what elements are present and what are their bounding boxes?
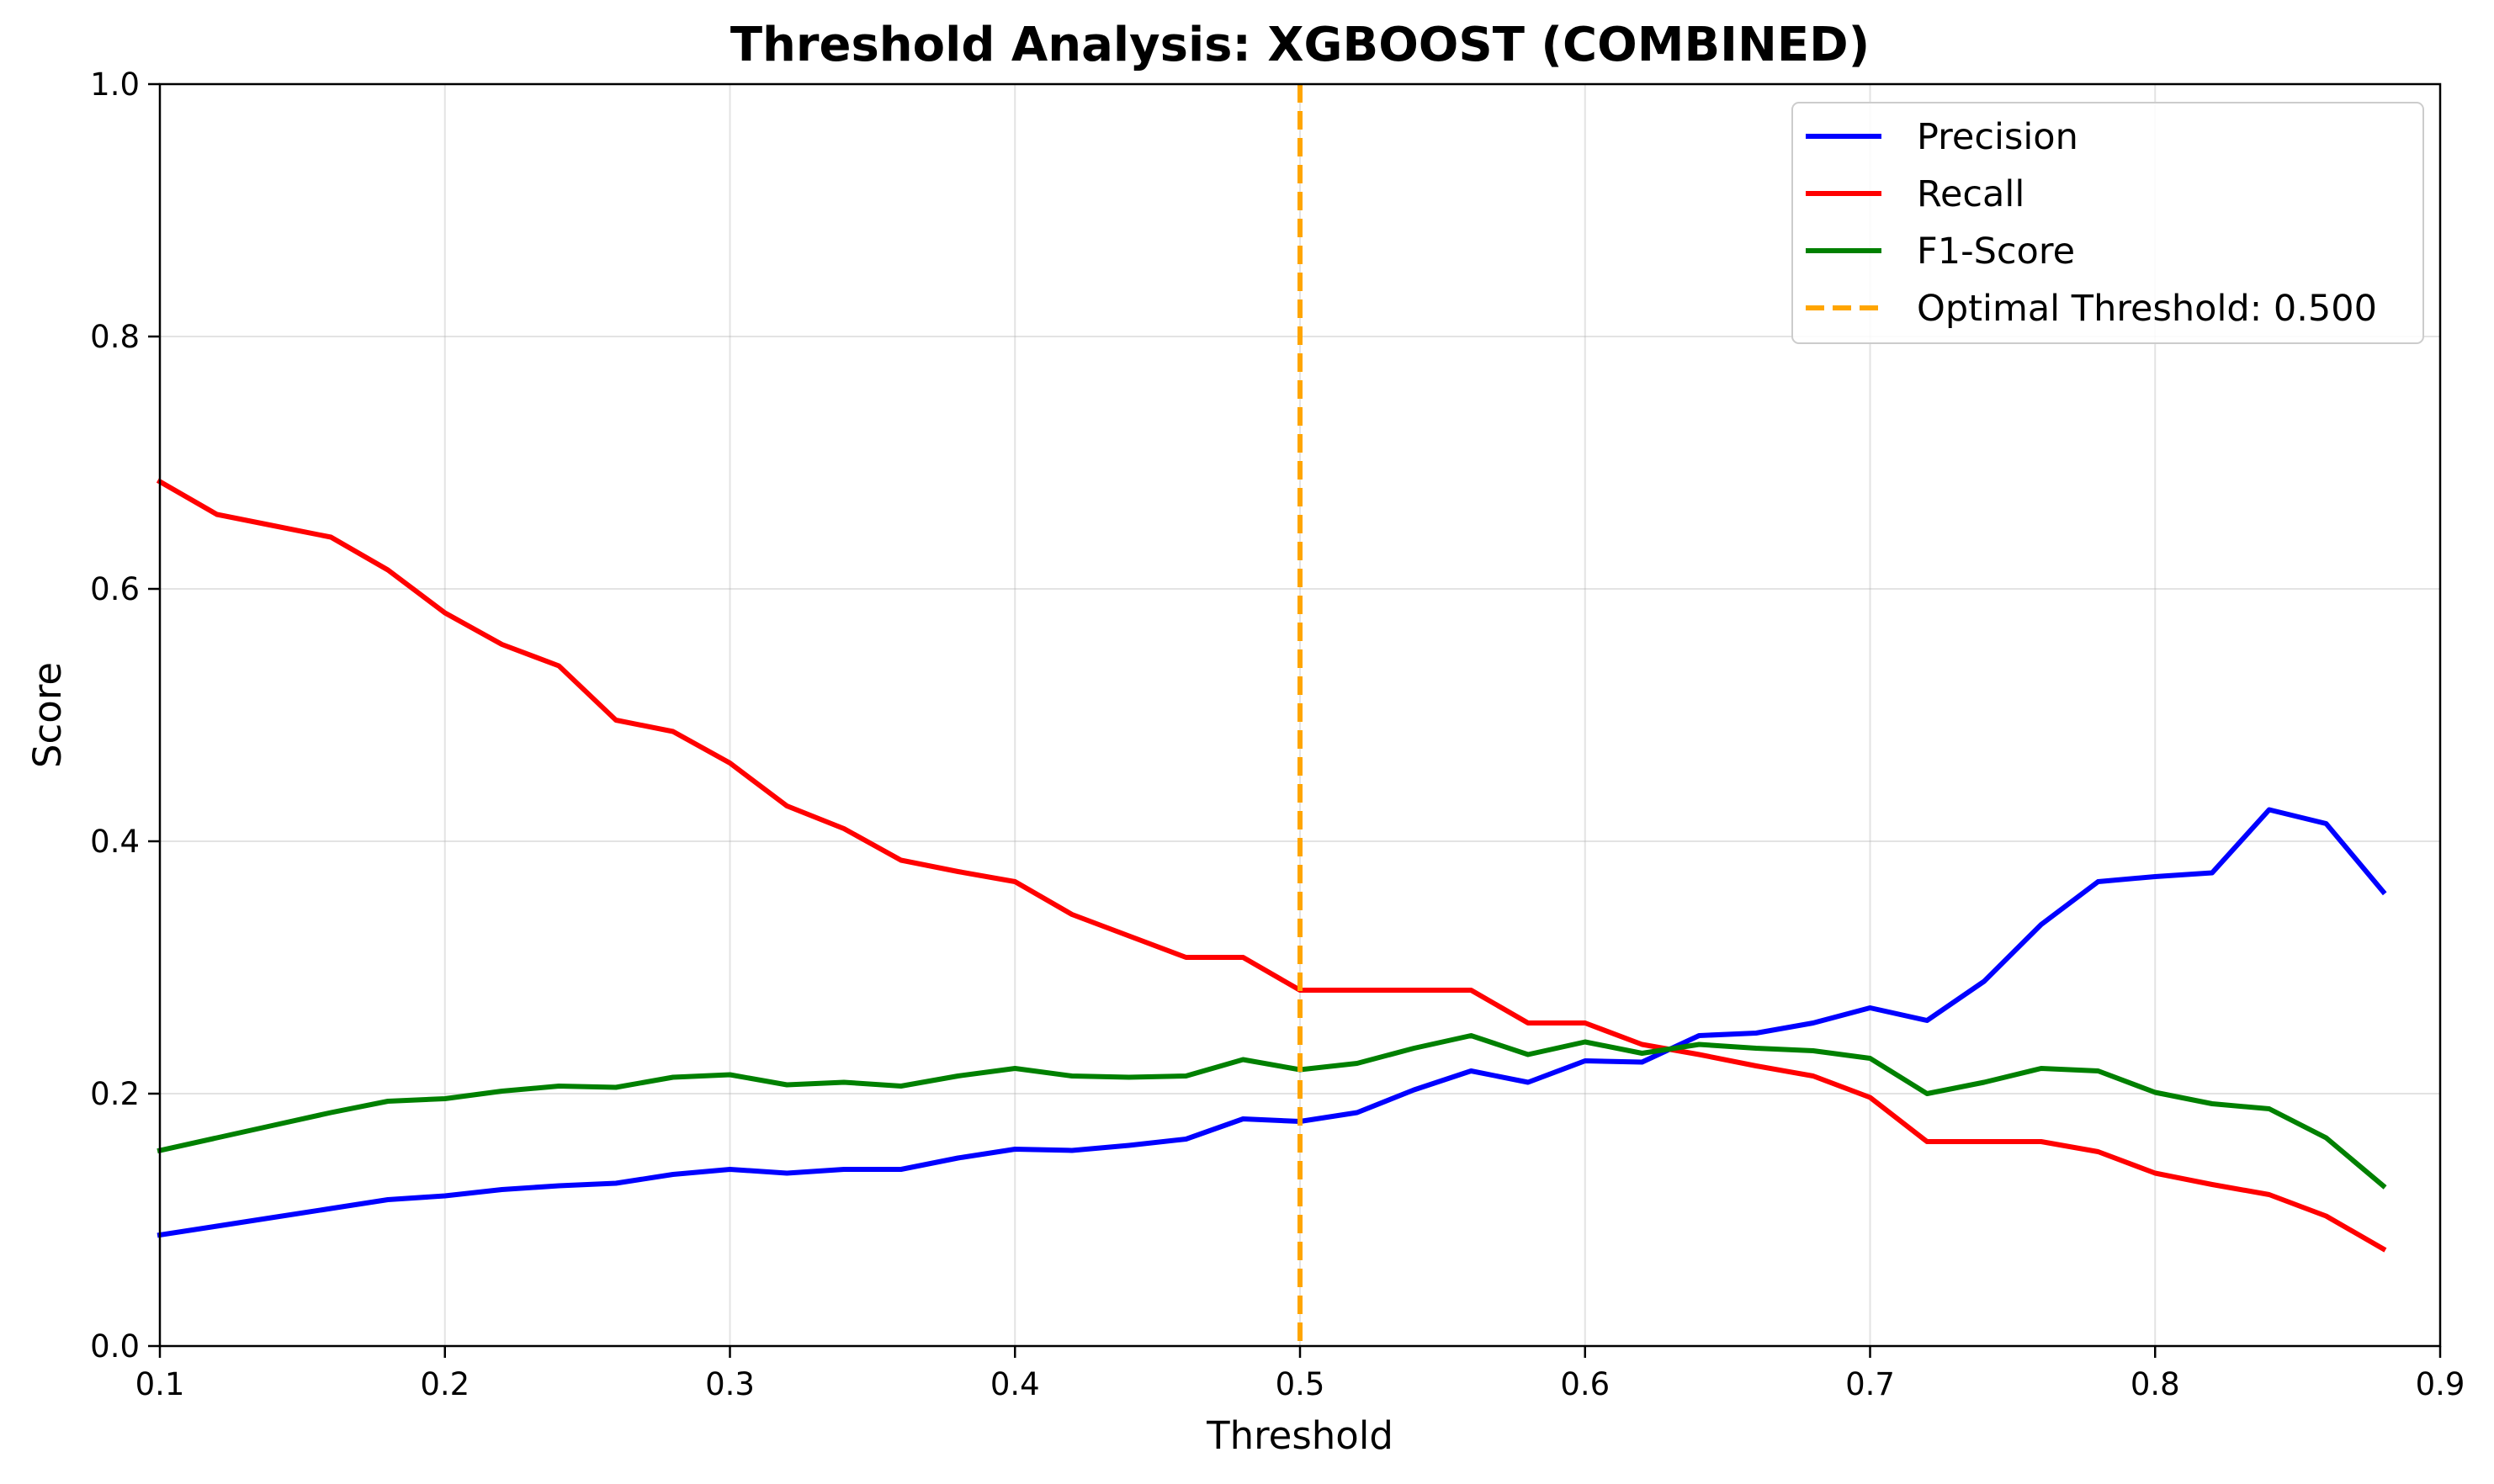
- x-tick-label: 0.5: [1276, 1366, 1325, 1402]
- chart-title: Threshold Analysis: XGBOOST (COMBINED): [730, 18, 1870, 72]
- y-axis-ticks: 0.0 0.2 0.4 0.6 0.8 1.0: [90, 66, 160, 1365]
- legend-box: [1791, 102, 2424, 344]
- x-tick-label: 0.7: [1845, 1366, 1895, 1402]
- x-axis-label: Threshold: [1206, 1413, 1393, 1458]
- y-tick-label: 0.8: [90, 319, 140, 355]
- legend-label-optimal-threshold-0-500: Optimal Threshold: 0.500: [1917, 288, 2377, 330]
- series-lines: [156, 478, 2387, 1253]
- x-tick-label: 0.4: [990, 1366, 1040, 1402]
- f1-score-line: [157, 1033, 2387, 1190]
- y-tick-label: 0.6: [90, 571, 140, 607]
- recall-line: [156, 478, 2387, 1253]
- x-axis-ticks: 0.1 0.2 0.3 0.4 0.5 0.6 0.7 0.8 0.9: [135, 1346, 2465, 1402]
- legend-label-f1-score: F1-Score: [1917, 231, 2075, 273]
- y-axis-label: Score: [25, 662, 70, 768]
- x-tick-label: 0.9: [2416, 1366, 2465, 1402]
- y-tick-label: 1.0: [90, 66, 140, 103]
- x-tick-label: 0.6: [1560, 1366, 1610, 1402]
- legend: Precision Recall F1-Score Optimal Threshold…: [1791, 102, 2424, 344]
- legend-label-recall: Recall: [1917, 173, 2024, 215]
- x-tick-label: 0.1: [135, 1366, 185, 1402]
- y-tick-label: 0.2: [90, 1076, 140, 1112]
- x-tick-label: 0.8: [2131, 1366, 2180, 1402]
- x-tick-label: 0.2: [420, 1366, 470, 1402]
- y-tick-label: 0.4: [90, 824, 140, 860]
- y-tick-label: 0.0: [90, 1328, 140, 1365]
- legend-label-precision: Precision: [1917, 116, 2078, 158]
- x-tick-label: 0.3: [705, 1366, 755, 1402]
- precision-line: [157, 807, 2387, 1238]
